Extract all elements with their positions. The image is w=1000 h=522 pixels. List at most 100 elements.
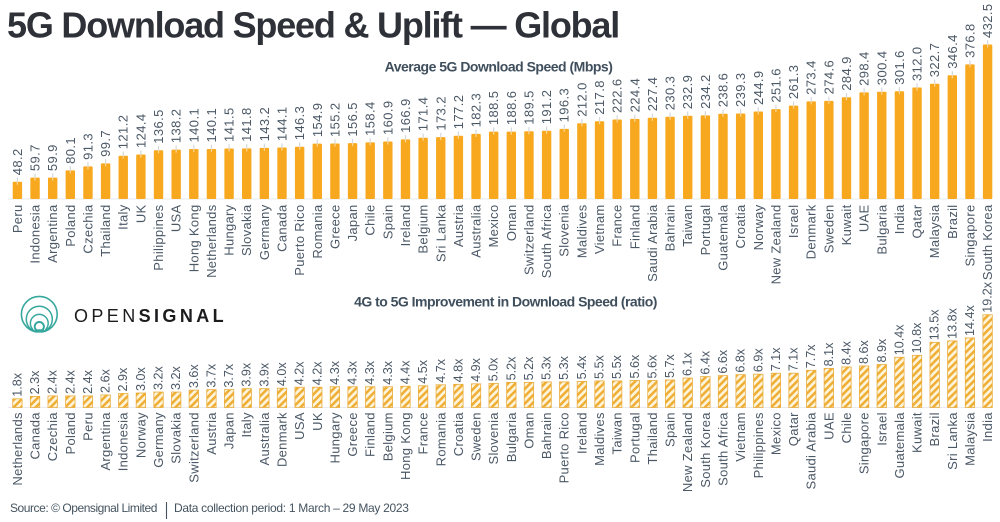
svg-text:4.3x: 4.3x — [346, 360, 360, 385]
svg-text:8.4x: 8.4x — [839, 340, 853, 365]
svg-text:Romania: Romania — [433, 412, 448, 467]
svg-text:Belgium: Belgium — [416, 205, 431, 254]
svg-text:Ireland: Ireland — [574, 412, 589, 454]
svg-text:Thailand: Thailand — [645, 412, 660, 464]
svg-text:4.9x: 4.9x — [469, 357, 483, 382]
svg-text:South Korea: South Korea — [980, 204, 995, 280]
svg-text:182.3: 182.3 — [469, 93, 484, 128]
svg-text:Poland: Poland — [63, 205, 78, 247]
svg-text:143.2: 143.2 — [257, 107, 272, 142]
svg-text:Qatar: Qatar — [910, 204, 925, 238]
svg-text:59.7: 59.7 — [28, 144, 43, 171]
svg-text:189.5: 189.5 — [521, 90, 536, 125]
svg-text:2.4x: 2.4x — [46, 369, 60, 394]
svg-text:Ireland: Ireland — [398, 205, 413, 247]
svg-text:Philippines: Philippines — [151, 204, 166, 270]
svg-text:Spain: Spain — [380, 205, 395, 240]
svg-text:Oman: Oman — [504, 205, 519, 242]
svg-text:USA: USA — [292, 412, 307, 440]
svg-text:Sweden: Sweden — [469, 412, 484, 461]
svg-text:5G Download Speed & Uplift — G: 5G Download Speed & Uplift — Global — [7, 5, 619, 46]
svg-text:UK: UK — [310, 412, 325, 431]
svg-text:5.5x: 5.5x — [610, 354, 624, 379]
svg-text:Argentina: Argentina — [98, 412, 113, 471]
svg-text:232.9: 232.9 — [680, 75, 695, 110]
svg-text:346.4: 346.4 — [945, 34, 960, 69]
svg-text:Hong Kong: Hong Kong — [186, 205, 201, 273]
svg-text:5.2x: 5.2x — [522, 356, 536, 381]
svg-text:Czechia: Czechia — [80, 204, 95, 254]
svg-text:5.3x: 5.3x — [557, 355, 571, 380]
svg-text:6.4x: 6.4x — [698, 350, 712, 375]
svg-text:166.9: 166.9 — [398, 98, 413, 133]
svg-text:UAE: UAE — [857, 204, 872, 232]
svg-text:5.5x: 5.5x — [593, 354, 607, 379]
svg-text:1.8x: 1.8x — [10, 372, 24, 397]
svg-text:Hong Kong: Hong Kong — [398, 412, 413, 480]
svg-text:Sri Lanka: Sri Lanka — [433, 204, 448, 262]
svg-text:Sri Lanka: Sri Lanka — [945, 412, 960, 470]
svg-text:3.9x: 3.9x — [240, 362, 254, 387]
svg-text:4G to 5G Improvement in Downl: 4G to 5G Improvement in Download Speed (… — [354, 294, 657, 310]
svg-text:Germany: Germany — [257, 204, 272, 260]
svg-text:Austria: Austria — [451, 204, 466, 247]
svg-text:14.4x: 14.4x — [963, 304, 977, 336]
svg-text:Australia: Australia — [257, 412, 272, 466]
svg-text:124.4: 124.4 — [133, 114, 148, 149]
svg-text:Chile: Chile — [363, 205, 378, 236]
svg-text:91.3: 91.3 — [80, 133, 95, 160]
svg-text:6.6x: 6.6x — [716, 349, 730, 374]
svg-text:Brazil: Brazil — [945, 205, 960, 239]
svg-text:141.5: 141.5 — [222, 107, 237, 142]
svg-text:141.8: 141.8 — [239, 107, 254, 142]
svg-text:New Zealand: New Zealand — [768, 205, 783, 285]
svg-text:140.1: 140.1 — [186, 108, 201, 143]
svg-text:Vietnam: Vietnam — [592, 205, 607, 255]
svg-text:376.8: 376.8 — [962, 23, 977, 58]
svg-text:USA: USA — [169, 204, 184, 232]
svg-text:Sweden: Sweden — [821, 205, 836, 254]
svg-text:2.3x: 2.3x — [28, 370, 42, 395]
svg-text:Slovenia: Slovenia — [486, 412, 501, 465]
svg-text:Vietnam: Vietnam — [733, 412, 748, 462]
svg-text:6.1x: 6.1x — [681, 352, 695, 377]
svg-text:188.6: 188.6 — [504, 91, 519, 126]
svg-text:New Zealand: New Zealand — [680, 412, 695, 492]
svg-text:Denmark: Denmark — [275, 412, 290, 467]
svg-text:Saudi Arabia: Saudi Arabia — [645, 204, 660, 282]
svg-text:Finland: Finland — [627, 205, 642, 250]
svg-text:4.8x: 4.8x — [451, 358, 465, 383]
svg-text:Maldives: Maldives — [574, 204, 589, 258]
svg-text:Puerto Rico: Puerto Rico — [557, 412, 572, 483]
svg-text:Greece: Greece — [345, 412, 360, 456]
svg-text:India: India — [980, 412, 995, 442]
svg-text:222.6: 222.6 — [610, 78, 625, 113]
svg-text:Australia: Australia — [469, 204, 484, 258]
svg-text:274.6: 274.6 — [821, 60, 836, 95]
svg-text:146.3: 146.3 — [292, 106, 307, 141]
svg-text:154.9: 154.9 — [310, 103, 325, 138]
svg-text:4.5x: 4.5x — [416, 359, 430, 384]
svg-text:Qatar: Qatar — [786, 412, 801, 446]
svg-text:Japan: Japan — [345, 205, 360, 242]
svg-text:Belgium: Belgium — [380, 412, 395, 461]
svg-text:99.7: 99.7 — [98, 130, 113, 157]
svg-text:Saudi Arabia: Saudi Arabia — [804, 412, 819, 490]
svg-text:Switzerland: Switzerland — [521, 205, 536, 276]
svg-text:48.2: 48.2 — [10, 148, 25, 175]
svg-text:Netherlands: Netherlands — [204, 204, 219, 278]
svg-text:2.4x: 2.4x — [63, 369, 77, 394]
svg-text:432.5: 432.5 — [980, 3, 995, 38]
svg-text:Portugal: Portugal — [698, 205, 713, 256]
svg-text:230.3: 230.3 — [663, 76, 678, 111]
svg-text:Indonesia: Indonesia — [116, 412, 131, 472]
svg-text:59.9: 59.9 — [45, 144, 60, 171]
svg-text:Taiwan: Taiwan — [610, 412, 625, 454]
svg-text:227.4: 227.4 — [645, 77, 660, 112]
svg-text:Puerto Rico: Puerto Rico — [292, 205, 307, 276]
svg-text:251.6: 251.6 — [768, 68, 783, 103]
svg-text:Austria: Austria — [204, 412, 219, 455]
svg-text:Israel: Israel — [786, 205, 801, 239]
svg-text:Maldives: Maldives — [592, 412, 607, 466]
svg-text:3.6x: 3.6x — [187, 364, 201, 389]
